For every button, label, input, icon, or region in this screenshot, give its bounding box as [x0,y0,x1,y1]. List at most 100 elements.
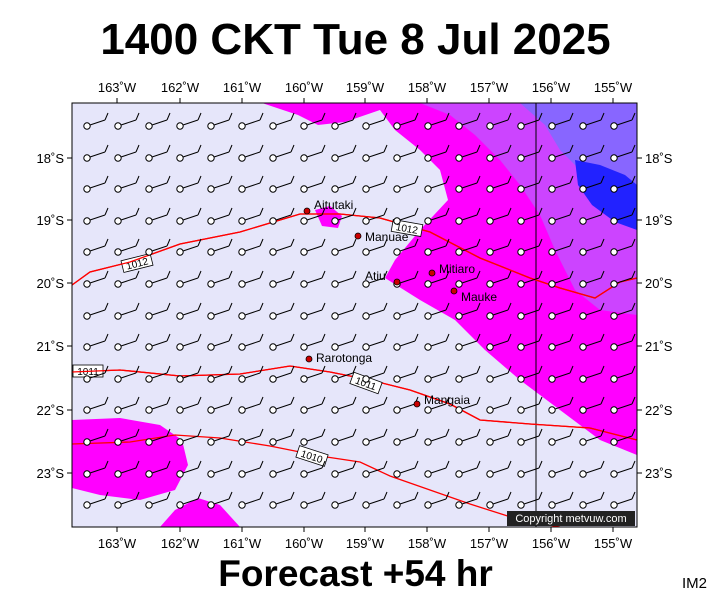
longitude-label-bottom: 162˚W [161,536,200,551]
station-marker [548,122,556,130]
wind-station [610,175,636,193]
map-title: 1400 CKT Tue 8 Jul 2025 [100,15,611,64]
station-marker [610,343,618,351]
latitude-ticks-left: 18˚S 19˚S 20˚S 21˚S 22˚S 23˚S [37,151,72,481]
wind-station [145,238,171,256]
station-marker [579,154,587,162]
station-marker [176,438,184,446]
wind-station [83,144,109,162]
wind-station [145,175,171,193]
wind-station [145,428,171,446]
longitude-label-bottom: 157˚W [470,536,509,551]
wind-station [176,238,202,256]
station-marker [424,438,432,446]
station-marker [579,470,587,478]
wind-station [114,175,140,193]
station-marker [517,280,525,288]
wind-station [269,207,295,225]
station-marker [548,375,556,383]
isobar-pressure: 1012 [395,222,419,237]
wind-station [486,365,512,383]
station-marker [238,185,246,193]
station-marker [610,248,618,256]
station-marker [517,185,525,193]
wind-station [145,491,171,509]
station-marker [579,406,587,414]
wind-station [269,238,295,256]
wind-station [114,491,140,509]
wind-station [579,238,605,256]
station-marker [362,312,370,320]
town-marker: Atiu [365,269,401,286]
wind-station [176,491,202,509]
station-marker [517,501,525,509]
town-marker: Rarotonga [305,351,372,365]
station-marker [269,154,277,162]
wind-station [455,333,481,351]
isobar-label: 1012 [390,219,424,237]
wind-station [517,302,543,320]
station-marker [238,501,246,509]
station-marker [207,154,215,162]
wind-station [114,270,140,288]
wind-station [114,144,140,162]
station-marker [83,343,91,351]
town-dot [450,287,458,295]
station-marker [207,343,215,351]
wind-station [362,460,388,478]
station-marker [238,438,246,446]
longitude-label-top: 158˚W [408,80,447,95]
station-marker [269,438,277,446]
wind-station [145,333,171,351]
station-marker [331,122,339,130]
wind-station [238,396,264,414]
wind-station [424,460,450,478]
station-marker [207,438,215,446]
wind-station [424,333,450,351]
station-marker [238,470,246,478]
latitude-label-left: 23˚S [37,466,65,481]
station-marker [300,375,308,383]
station-marker [269,406,277,414]
wind-station [517,270,543,288]
station-marker [145,343,153,351]
wind-station [300,270,326,288]
station-marker [176,185,184,193]
wind-station [579,207,605,225]
wind-station [238,238,264,256]
wind-station [269,365,295,383]
wind-station [331,333,357,351]
wind-station [424,144,450,162]
station-marker [579,185,587,193]
station-marker [486,154,494,162]
wind-station [176,112,202,130]
station-marker [486,501,494,509]
wind-station [362,207,388,225]
station-marker [610,280,618,288]
station-marker [610,406,618,414]
isobar-label: 1012 [120,253,154,273]
wind-station [424,365,450,383]
station-marker [424,217,432,225]
station-marker [83,280,91,288]
wind-station [114,460,140,478]
station-marker [486,343,494,351]
wind-station [238,302,264,320]
wind-station [300,112,326,130]
wind-station [455,238,481,256]
isobar-pressure: 1011 [77,367,99,378]
station-marker [145,312,153,320]
town-label: Mitiaro [439,262,475,276]
wind-station [114,365,140,383]
longitude-label-top: 161˚W [223,80,262,95]
longitude-label-top: 155˚W [594,80,633,95]
wind-station [83,491,109,509]
wind-station [517,144,543,162]
station-marker [83,217,91,225]
station-marker [300,470,308,478]
latitude-label-left: 21˚S [37,339,65,354]
station-marker [300,122,308,130]
wind-station [300,144,326,162]
wind-station [424,270,450,288]
wind-station [362,428,388,446]
